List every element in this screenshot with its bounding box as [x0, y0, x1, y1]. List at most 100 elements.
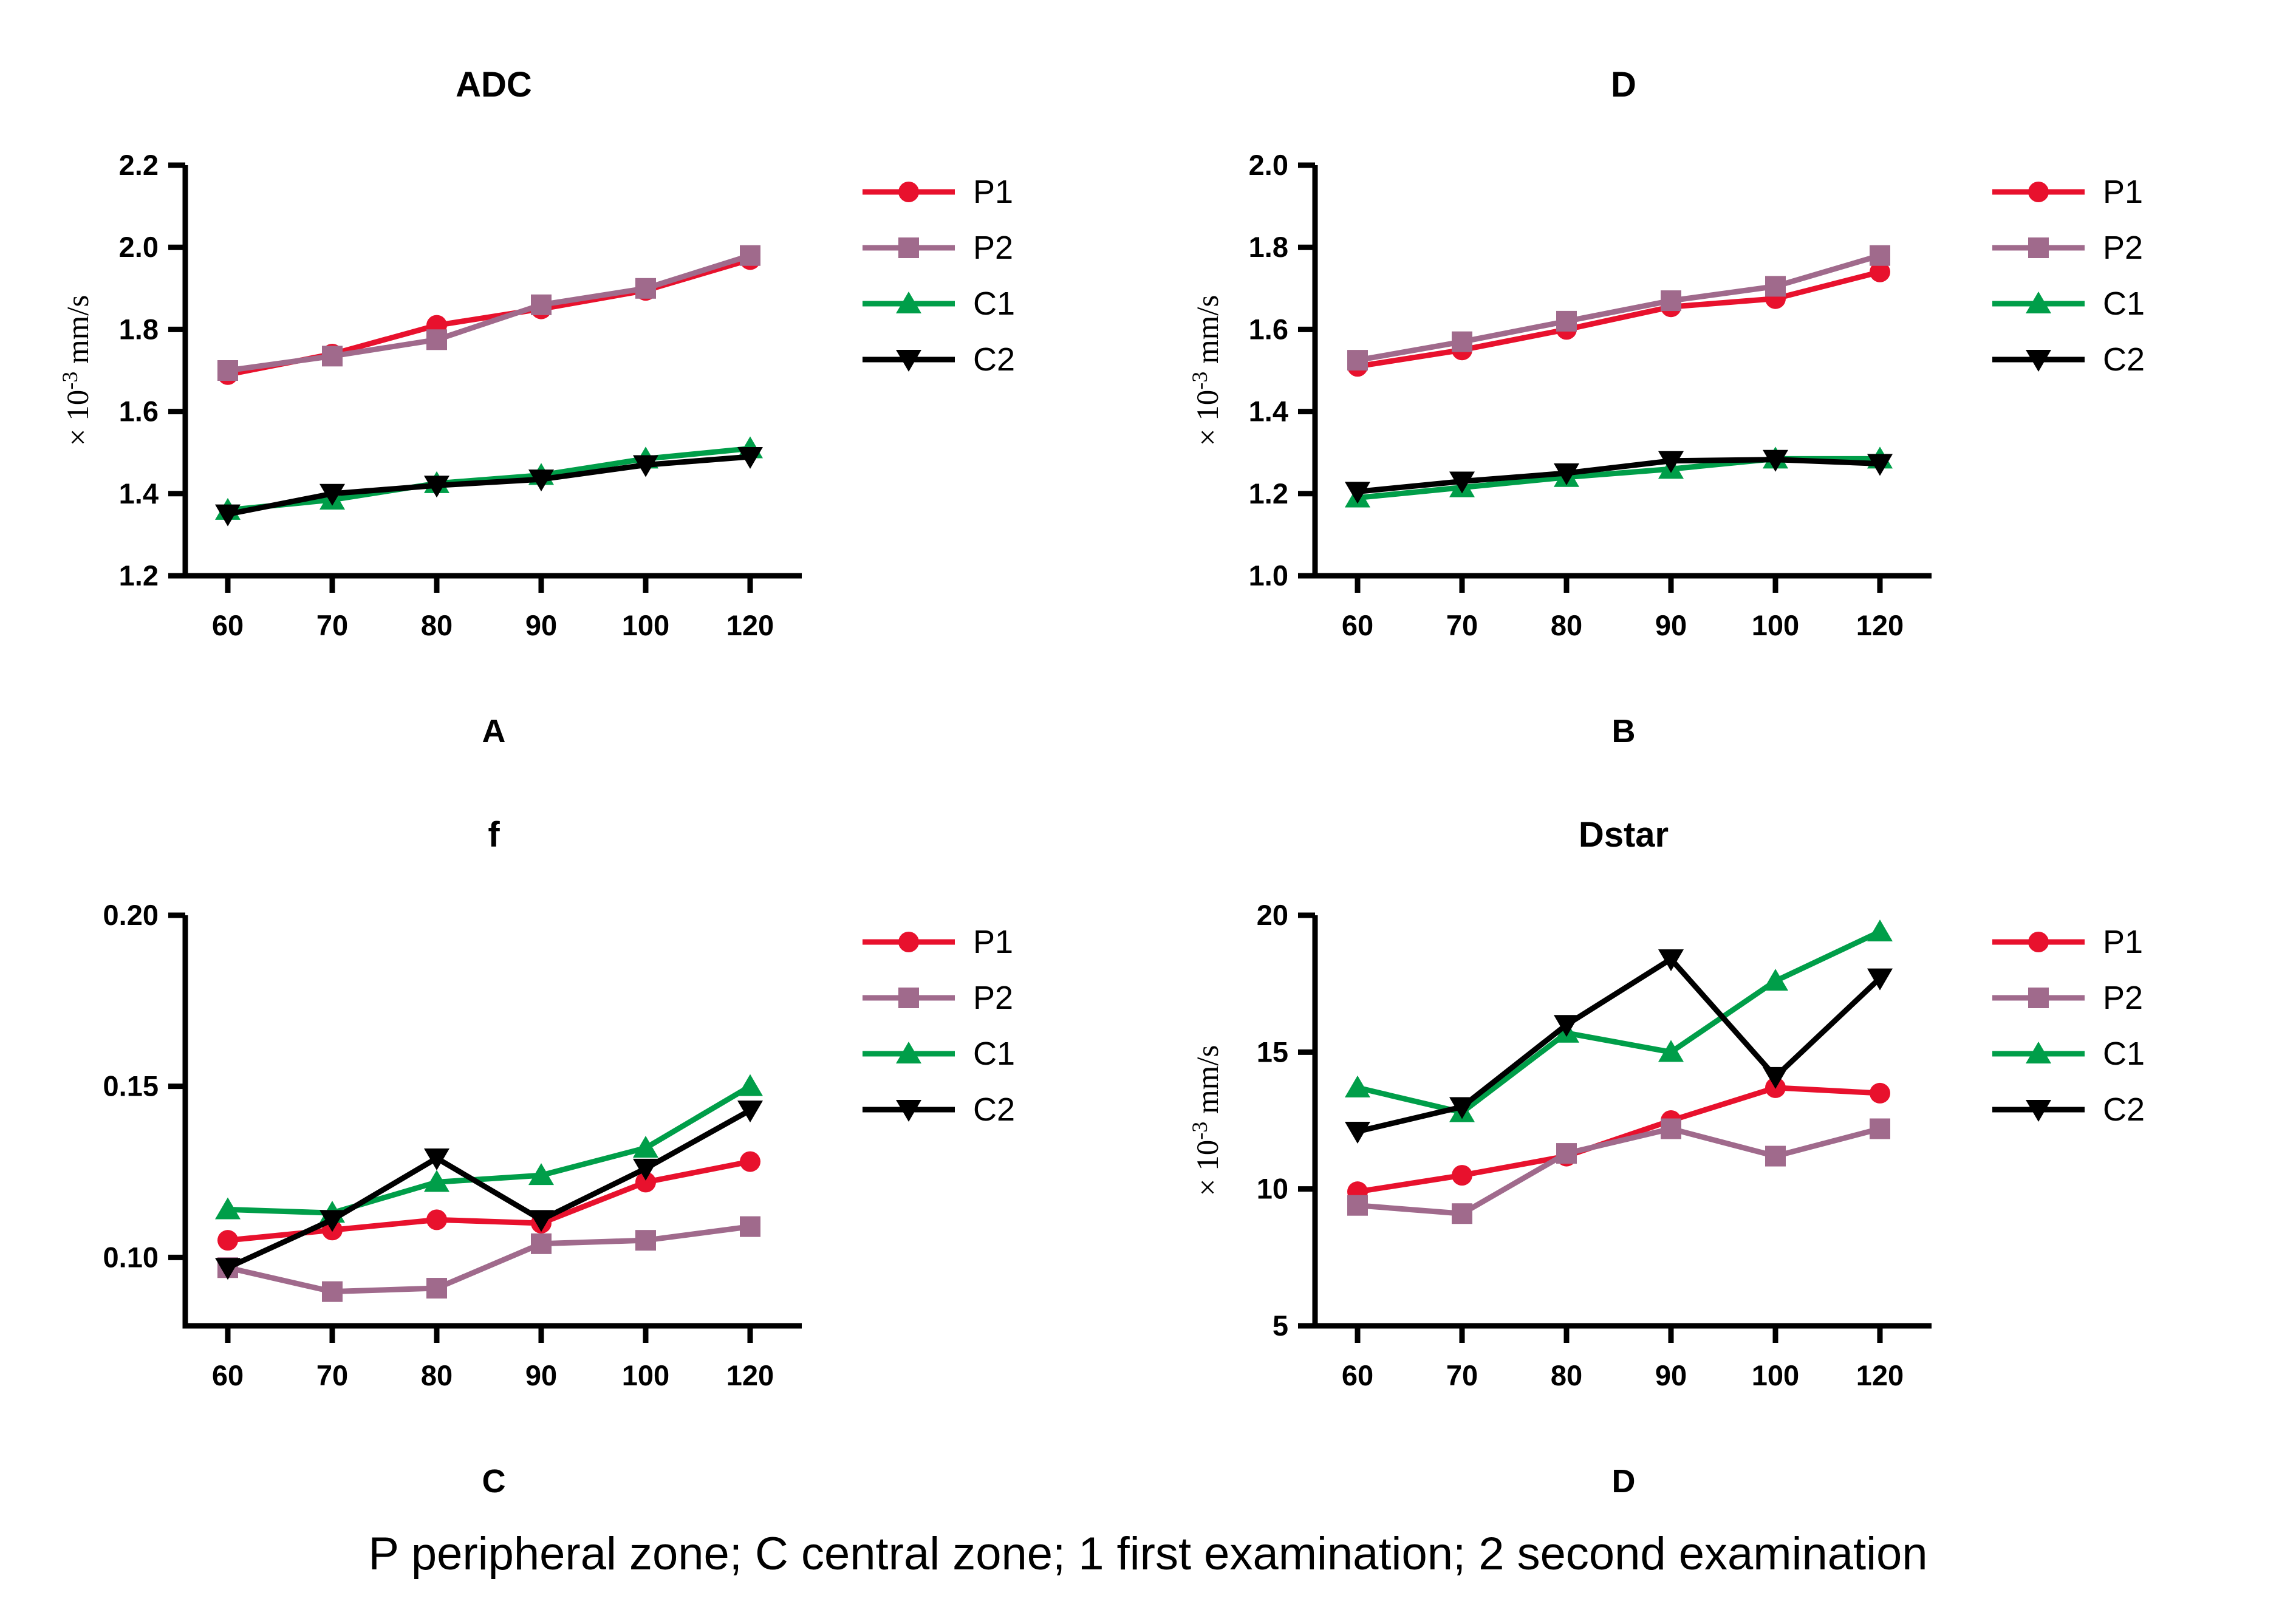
panel-d: D 1.0 1.2 1.4 1.6 1.8 2.0 60 70 80 90 100 120 × 10-3… — [1160, 43, 2290, 759]
marker-C2 — [1345, 482, 1370, 504]
x-tick-label: 90 — [1655, 609, 1687, 641]
marker-C2 — [424, 476, 449, 498]
marker-P1 — [1452, 1165, 1472, 1186]
marker-C2 — [633, 1158, 658, 1181]
series-P2 — [1347, 1118, 1890, 1224]
y-axis-unit-label: × 10-3 mm/s — [58, 295, 95, 446]
marker-C2 — [896, 350, 921, 372]
y-tick-label: 1.0 — [1249, 559, 1288, 592]
legend-item-C1: C1 — [860, 1037, 1015, 1071]
series-P2 — [217, 1216, 760, 1302]
charts-grid: ADC 1.2 1.4 1.6 1.8 2.0 2.2 60 70 80 90 100 120 × 10… — [30, 43, 2296, 1509]
legend-marker-P1 — [1992, 182, 2085, 202]
marker-P2 — [322, 346, 343, 367]
panel-letter-a: A — [482, 713, 506, 749]
marker-P2 — [635, 278, 656, 299]
x-tick-label: 70 — [316, 609, 348, 641]
marker-C2 — [737, 446, 763, 469]
series-line-P2 — [1357, 253, 1881, 363]
marker-C1 — [896, 1042, 921, 1063]
chart-plot-adc: 1.2 1.4 1.6 1.8 2.0 2.2 60 70 80 90 100 120 × 10-3 m… — [58, 149, 802, 641]
legend-dstar: P1 P2 C1 C2 — [1990, 925, 2145, 1127]
legend-marker-P1 — [863, 182, 955, 202]
marker-P2 — [1870, 245, 1890, 266]
legend-label-C1: C1 — [973, 1036, 1016, 1072]
x-tick-label: 120 — [726, 609, 774, 641]
marker-C2 — [2026, 350, 2051, 372]
y-axis-unit-label: × 10-3 mm/s — [1187, 1045, 1225, 1196]
legend-marker-P2 — [863, 988, 955, 1008]
marker-P2 — [1452, 331, 1472, 352]
chart-row: 1.2 1.4 1.6 1.8 2.0 2.2 60 70 80 90 100 120 × 10-3 m… — [30, 128, 1160, 674]
series-C2 — [1345, 949, 1893, 1144]
marker-C2 — [528, 1210, 554, 1232]
legend-item-C2: C2 — [860, 1093, 1015, 1127]
series-line-P1 — [1357, 269, 1881, 369]
legend-label-P1: P1 — [2103, 174, 2144, 210]
series-line-C2 — [1356, 956, 1882, 1135]
x-tick-label: 80 — [1551, 609, 1582, 641]
legend-marker-C2 — [1992, 350, 2085, 372]
legend-marker-C1 — [1992, 1042, 2085, 1063]
y-tick-label: 1.8 — [1249, 231, 1288, 263]
legend-item-C2: C2 — [1990, 1093, 2145, 1127]
x-tick-label: 100 — [1752, 1359, 1799, 1391]
legend-label-P1: P1 — [973, 924, 1014, 960]
marker-C1 — [1763, 969, 1788, 991]
chart-plot-dstar: 5 10 15 20 60 70 80 90 100 120 × 10-3 mm/s — [1187, 899, 1932, 1391]
marker-P2 — [1556, 1143, 1577, 1164]
axis-line — [182, 915, 802, 1329]
x-tick-label: 60 — [1342, 609, 1373, 641]
panel-letter-c: C — [482, 1463, 506, 1500]
marker-C2 — [1449, 1097, 1475, 1119]
marker-P1 — [635, 1172, 656, 1193]
legend-marker-C2 — [1992, 1100, 2085, 1122]
chart-row: 0.10 0.15 0.20 60 70 80 90 100 120 P1 P2 C1 C2 — [30, 878, 1160, 1424]
marker-C2 — [1554, 463, 1579, 485]
legend-label-C1: C1 — [2103, 285, 2145, 322]
y-tick-label: 0.10 — [103, 1241, 159, 1273]
legend-marker-P1 — [1992, 932, 2085, 952]
y-tick-label: 15 — [1257, 1036, 1288, 1068]
x-tick-label: 120 — [1856, 1359, 1904, 1391]
marker-P2 — [1661, 290, 1681, 312]
marker-P1 — [1870, 1082, 1890, 1104]
marker-C2 — [1763, 449, 1788, 472]
marker-P1 — [217, 1230, 238, 1251]
marker-C2 — [424, 1148, 449, 1170]
legend-marker-P2 — [863, 237, 955, 258]
series-C1 — [215, 436, 763, 520]
chart-row: 5 10 15 20 60 70 80 90 100 120 × 10-3 mm/s P1 P2 C1 C… — [1160, 878, 2290, 1424]
series-C2 — [1345, 449, 1893, 504]
y-tick-label: 1.4 — [1249, 395, 1288, 428]
marker-C1 — [215, 1197, 241, 1220]
y-tick-label: 1.2 — [1249, 477, 1288, 510]
legend-marker-C1 — [863, 1042, 955, 1063]
legend-item-C2: C2 — [1990, 343, 2145, 377]
marker-P2 — [426, 1278, 447, 1299]
series-C2 — [215, 446, 763, 527]
series-line-C2 — [227, 454, 751, 517]
marker-C2 — [319, 483, 345, 506]
marker-P2 — [1765, 1145, 1786, 1167]
marker-P2 — [1452, 1203, 1472, 1224]
legend-label-P2: P2 — [973, 980, 1014, 1016]
marker-C2 — [2026, 1100, 2051, 1122]
legend-item-P1: P1 — [1990, 925, 2145, 959]
series-line-C2 — [1357, 457, 1881, 494]
marker-C2 — [1763, 1066, 1788, 1089]
marker-C2 — [896, 1100, 921, 1122]
chart-title-dstar: Dstar — [1578, 815, 1669, 855]
legend-marker-P1 — [863, 932, 955, 952]
y-tick-label: 2.2 — [119, 149, 159, 181]
marker-C1 — [1867, 920, 1893, 942]
marker-P1 — [2028, 182, 2049, 202]
marker-P2 — [2028, 988, 2049, 1008]
legend-item-C1: C1 — [860, 287, 1015, 321]
panel-f: f 0.10 0.15 0.20 60 70 80 90 100 120 P1 P2 C1 C2 C — [30, 793, 1160, 1509]
marker-P2 — [1347, 1195, 1368, 1216]
marker-C1 — [896, 292, 921, 313]
x-tick-label: 100 — [1752, 609, 1799, 641]
chart-title-d: D — [1611, 65, 1636, 104]
chart-title-adc: ADC — [456, 65, 532, 104]
